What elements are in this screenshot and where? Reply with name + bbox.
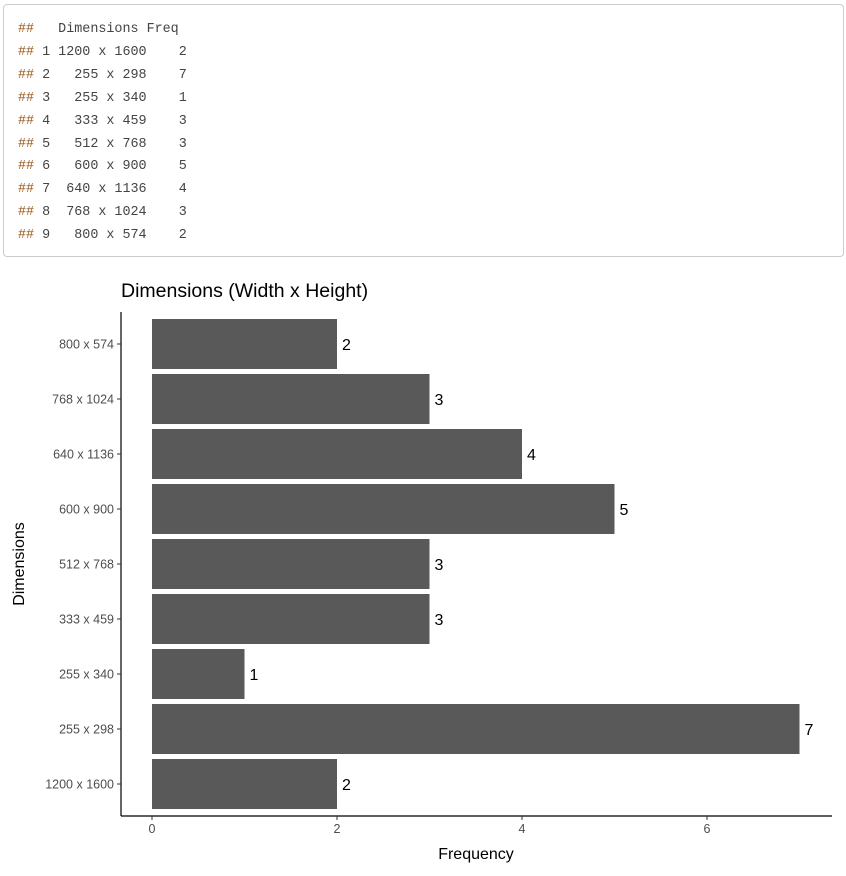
y-tick-label: 600 x 900 [59, 503, 114, 517]
console-header: Dimensions Freq [34, 22, 179, 37]
console-text: ## Dimensions Freq ## 1 1200 x 1600 2 ##… [18, 19, 187, 248]
chart-title: Dimensions (Width x Height) [121, 280, 368, 302]
data-label: 3 [435, 392, 444, 409]
console-row: 8 768 x 1024 3 [34, 205, 187, 221]
x-axis-label: Frequency [438, 846, 514, 863]
y-tick-label: 255 x 298 [59, 723, 114, 737]
console-row: 9 800 x 574 2 [34, 228, 187, 244]
y-tick-label: 1200 x 1600 [45, 778, 114, 792]
bar [152, 429, 522, 479]
data-label: 7 [805, 722, 814, 739]
console-row: 6 600 x 900 5 [34, 159, 187, 175]
console-prefix: ## [18, 228, 35, 244]
console-prefix: ## [18, 44, 35, 60]
y-axis-label: Dimensions [11, 522, 28, 606]
console-row: 3 255 x 340 1 [34, 90, 187, 106]
y-tick-label: 800 x 574 [59, 338, 114, 352]
console-row: 4 333 x 459 3 [34, 113, 187, 129]
bar [152, 319, 337, 369]
console-prefix: ## [18, 22, 35, 37]
console-output: ## Dimensions Freq ## 1 1200 x 1600 2 ##… [3, 4, 844, 257]
y-tick-label: 768 x 1024 [52, 393, 114, 407]
bar [152, 704, 800, 754]
bar [152, 649, 245, 699]
data-label: 3 [435, 557, 444, 574]
y-tick-label: 255 x 340 [59, 668, 114, 682]
console-row: 5 512 x 768 3 [34, 136, 187, 152]
bar [152, 759, 337, 809]
y-tick-label: 333 x 459 [59, 613, 114, 627]
console-prefix: ## [18, 67, 35, 83]
console-row: 1 1200 x 1600 2 [34, 44, 187, 60]
bar [152, 539, 430, 589]
x-tick-label: 6 [704, 822, 711, 836]
data-label: 2 [342, 777, 351, 794]
console-prefix: ## [18, 136, 35, 152]
x-tick-label: 2 [334, 822, 341, 836]
x-tick-label: 0 [149, 822, 156, 836]
console-prefix: ## [18, 182, 35, 198]
console-row: 2 255 x 298 7 [34, 67, 187, 83]
data-label: 1 [250, 667, 259, 684]
data-label: 5 [620, 502, 629, 519]
console-row: 7 640 x 1136 4 [34, 182, 187, 198]
console-prefix: ## [18, 205, 35, 221]
console-prefix: ## [18, 90, 35, 106]
console-prefix: ## [18, 113, 35, 129]
bar [152, 594, 430, 644]
y-tick-label: 640 x 1136 [53, 448, 114, 462]
y-tick-label: 512 x 768 [59, 558, 114, 572]
bar [152, 484, 615, 534]
data-label: 3 [435, 612, 444, 629]
data-label: 2 [342, 337, 351, 354]
console-prefix: ## [18, 159, 35, 175]
bar [152, 374, 430, 424]
data-label: 4 [527, 447, 536, 464]
x-tick-label: 4 [519, 822, 526, 836]
